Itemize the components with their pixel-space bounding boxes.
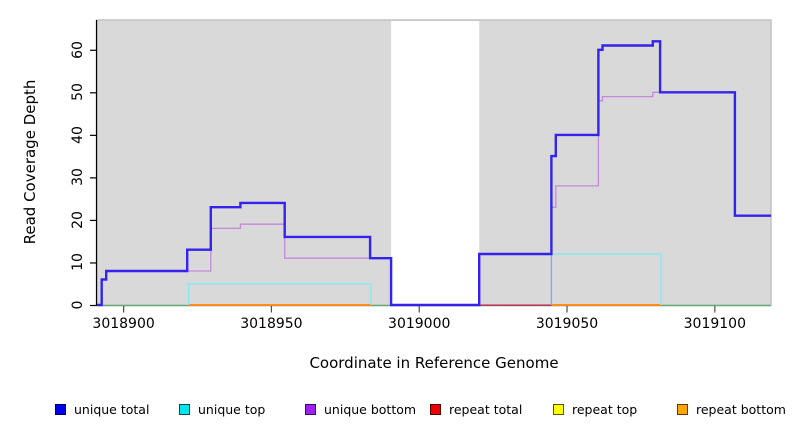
legend-label: unique top	[198, 401, 266, 417]
legend-item-unique-bottom: unique bottom	[305, 400, 416, 418]
legend-swatch-icon	[305, 403, 316, 415]
x-tick-label: 3018900	[92, 316, 155, 332]
y-tick-label: 20	[70, 211, 86, 229]
y-tick-label: 10	[70, 253, 86, 272]
legend-label: unique bottom	[324, 401, 417, 417]
y-axis-title: Read Coverage Depth	[21, 79, 39, 245]
legend-item-unique-top: unique top	[179, 400, 265, 418]
x-tick-label: 3019100	[683, 316, 747, 332]
legend-item-repeat-bottom: repeat bottom	[677, 400, 786, 418]
x-tick-label: 3019000	[388, 316, 451, 332]
y-tick-label: 0	[70, 300, 86, 310]
x-tick-label: 3018950	[240, 316, 303, 332]
y-tick-label: 50	[70, 83, 86, 102]
x-tick-label: 3019050	[535, 316, 599, 332]
legend-swatch-icon	[430, 403, 441, 415]
x-axis-title: Coordinate in Reference Genome	[309, 354, 559, 372]
series-line-unique-total	[97, 40, 771, 307]
y-tick-label: 40	[70, 125, 86, 144]
legend-label: repeat top	[572, 401, 638, 417]
y-tick-label: 30	[70, 168, 86, 187]
y-tick-label: 60	[70, 40, 86, 59]
legend-label: unique total	[74, 401, 150, 417]
legend-swatch-icon	[677, 403, 688, 415]
legend-label: repeat total	[449, 401, 523, 417]
chart-legend: unique total unique top unique bottom repea…	[0, 400, 792, 424]
legend-swatch-icon	[55, 403, 66, 415]
legend-item-repeat-total: repeat total	[430, 400, 522, 418]
legend-item-repeat-top: repeat top	[553, 400, 637, 418]
no-data-gap	[391, 21, 480, 305]
legend-label: repeat bottom	[696, 401, 786, 417]
legend-item-unique-total: unique total	[55, 400, 149, 418]
legend-swatch-icon	[179, 403, 190, 415]
series-line-unique-top	[187, 282, 372, 305]
legend-swatch-icon	[553, 403, 564, 415]
